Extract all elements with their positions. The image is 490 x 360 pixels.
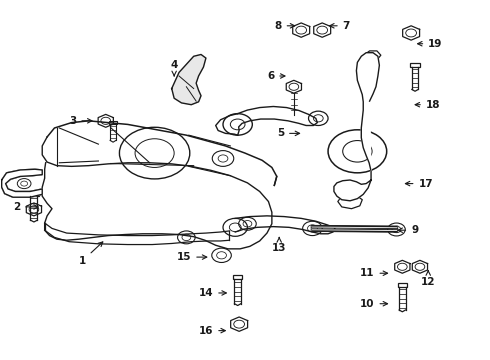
Text: 3: 3 [69,116,92,126]
FancyBboxPatch shape [233,275,243,279]
Text: 18: 18 [415,100,441,110]
Text: 19: 19 [417,39,442,49]
Text: 12: 12 [421,271,436,287]
Text: 16: 16 [199,325,225,336]
Text: 2: 2 [13,202,38,212]
Polygon shape [362,51,381,59]
Text: 17: 17 [405,179,433,189]
Text: 8: 8 [274,21,294,31]
FancyBboxPatch shape [397,283,407,287]
FancyBboxPatch shape [109,121,118,123]
Polygon shape [338,196,362,209]
Text: 10: 10 [360,299,388,309]
Polygon shape [172,54,206,105]
Text: 7: 7 [330,21,350,31]
FancyBboxPatch shape [29,192,39,196]
Text: 13: 13 [272,237,287,253]
FancyBboxPatch shape [410,63,420,67]
Text: 4: 4 [171,60,178,76]
Polygon shape [334,53,379,201]
Polygon shape [1,169,42,197]
Text: 1: 1 [79,242,103,266]
Text: 15: 15 [177,252,207,262]
Text: 14: 14 [198,288,226,298]
Text: 9: 9 [398,225,418,235]
Text: 5: 5 [277,129,299,138]
Text: 11: 11 [360,268,388,278]
Text: 6: 6 [267,71,285,81]
